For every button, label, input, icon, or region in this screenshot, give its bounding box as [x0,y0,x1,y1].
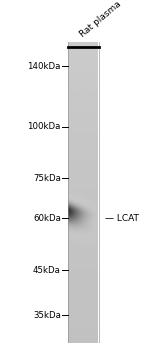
Text: 75kDa: 75kDa [33,174,61,183]
Text: 100kDa: 100kDa [27,122,61,131]
Text: Rat plasma: Rat plasma [78,0,123,39]
Text: 35kDa: 35kDa [33,311,61,320]
Text: — LCAT: — LCAT [106,214,139,223]
Text: 45kDa: 45kDa [33,266,61,275]
Text: 140kDa: 140kDa [27,62,61,70]
Text: 60kDa: 60kDa [33,214,61,223]
